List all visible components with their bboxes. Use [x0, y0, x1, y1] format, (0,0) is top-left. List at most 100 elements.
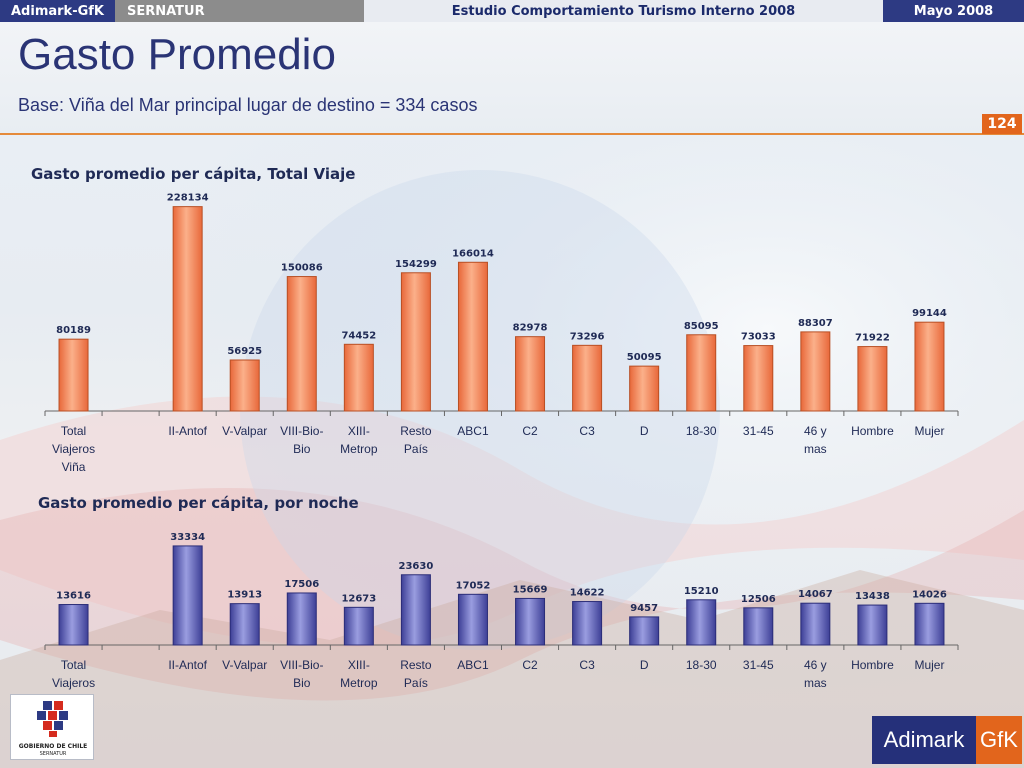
data-label: 154299	[395, 259, 437, 270]
category-label: 31-45	[743, 658, 774, 672]
slide-header	[0, 22, 1024, 134]
category-label: Viajeros	[52, 676, 95, 690]
client-label: SERNATUR	[115, 0, 364, 22]
data-label: 80189	[56, 325, 91, 336]
bar	[800, 331, 831, 412]
bar	[457, 593, 488, 646]
data-label: 74452	[341, 330, 376, 341]
data-label: 13616	[56, 591, 91, 602]
bar	[229, 603, 260, 646]
adimark-gfk-logo: Adimark GfK	[872, 716, 1022, 764]
page-title: Gasto Promedio	[18, 30, 336, 79]
category-label: mas	[804, 442, 827, 456]
data-label: 14067	[798, 589, 833, 600]
data-label: 82978	[513, 323, 548, 334]
category-label: C2	[522, 424, 538, 438]
data-label: 14026	[912, 589, 947, 600]
data-label: 150086	[281, 263, 323, 274]
page-subtitle: Base: Viña del Mar principal lugar de de…	[18, 95, 478, 115]
bar	[172, 545, 203, 646]
data-label: 88307	[798, 318, 833, 329]
data-label: 15210	[684, 586, 719, 597]
category-label: Metrop	[340, 676, 378, 690]
category-label: Bio	[293, 676, 311, 690]
category-label: ABC1	[457, 424, 489, 438]
data-label: 56925	[227, 346, 262, 357]
bar	[457, 261, 488, 412]
gobierno-de-chile-logo: GOBIERNO DE CHILE SERNATUR	[10, 694, 94, 760]
data-label: 23630	[399, 561, 434, 572]
category-label: C2	[522, 658, 538, 672]
data-label: 73296	[570, 331, 605, 342]
category-label: 46 y	[804, 658, 827, 672]
bar	[400, 574, 431, 646]
chart-total-viaje: 80189 Total Viajeros Viña 228134 II-Antof 5692…	[44, 193, 959, 474]
report-date: Mayo 2008	[883, 0, 1024, 22]
category-label: Hombre	[851, 658, 894, 672]
category-label: Metrop	[340, 442, 378, 456]
category-label: Bio	[293, 442, 311, 456]
bar	[857, 604, 888, 646]
data-label: 17506	[284, 579, 319, 590]
category-label: VIII-Bio-	[280, 424, 323, 438]
bar	[58, 604, 89, 646]
category-label: D	[640, 424, 649, 438]
category-label: 18-30	[686, 424, 717, 438]
category-label: V-Valpar	[222, 658, 267, 672]
bar	[343, 606, 374, 646]
category-label: C3	[579, 424, 595, 438]
header-divider	[0, 133, 1024, 135]
category-label: Total	[61, 658, 86, 672]
data-label: 13913	[227, 590, 262, 601]
bar	[58, 338, 89, 412]
page-number-badge: 124	[982, 114, 1022, 134]
chart-title-por-noche: Gasto promedio per cápita, por noche	[38, 494, 359, 512]
category-label: 31-45	[743, 424, 774, 438]
sernatur-label: SERNATUR	[39, 751, 67, 757]
gfk-logo-text: GfK	[976, 716, 1022, 764]
gobierno-label: GOBIERNO DE CHILE	[18, 743, 88, 750]
study-title: Estudio Comportamiento Turismo Interno 2…	[364, 0, 883, 22]
bar	[800, 602, 831, 646]
bar	[857, 346, 888, 412]
category-label: VIII-Bio-	[280, 658, 323, 672]
bar	[343, 343, 374, 412]
bar	[686, 599, 717, 646]
data-label: 73033	[741, 332, 776, 343]
bar	[914, 602, 945, 646]
top-bar: Adimark-GfK SERNATUR Estudio Comportamie…	[0, 0, 1024, 22]
bar	[400, 272, 431, 412]
brand-label: Adimark-GfK	[0, 0, 115, 22]
bar	[914, 321, 945, 412]
bar	[572, 344, 603, 412]
bar	[686, 334, 717, 412]
data-label: 50095	[627, 352, 662, 363]
category-label: C3	[579, 658, 595, 672]
data-label: 85095	[684, 321, 719, 332]
data-label: 13438	[855, 591, 890, 602]
category-label: Viajeros	[52, 442, 95, 456]
category-label: País	[404, 442, 428, 456]
data-label: 12673	[341, 593, 376, 604]
category-label: XIII-	[348, 658, 370, 672]
bar	[172, 206, 203, 412]
bar	[229, 359, 260, 412]
data-label: 15669	[513, 584, 548, 595]
category-label: mas	[804, 676, 827, 690]
chart-title-total-viaje: Gasto promedio per cápita, Total Viaje	[31, 165, 356, 183]
category-label: Hombre	[851, 424, 894, 438]
data-label: 17052	[456, 580, 491, 591]
category-label: Total	[61, 424, 86, 438]
category-label: Mujer	[914, 424, 944, 438]
category-label: Resto	[400, 424, 432, 438]
bar	[743, 607, 774, 646]
data-label: 14622	[570, 588, 605, 599]
bar	[629, 365, 660, 412]
category-label: 46 y	[804, 424, 827, 438]
adimark-logo-text: Adimark	[872, 716, 976, 764]
bar	[572, 601, 603, 646]
data-label: 12506	[741, 594, 776, 605]
bar	[286, 592, 317, 646]
bar	[286, 276, 317, 412]
category-label: 18-30	[686, 658, 717, 672]
